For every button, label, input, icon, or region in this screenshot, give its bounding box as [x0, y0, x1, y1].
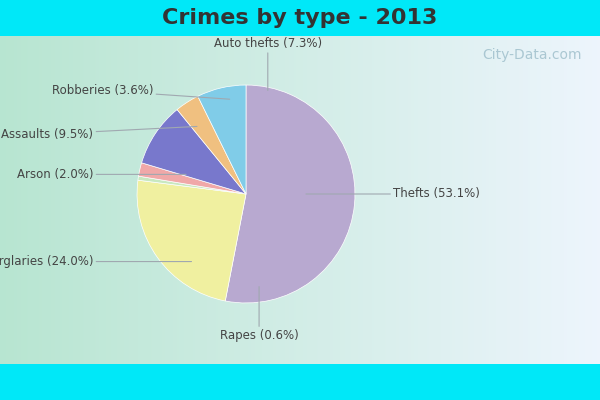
Wedge shape: [142, 110, 246, 194]
Wedge shape: [139, 163, 246, 194]
Wedge shape: [138, 176, 246, 194]
Text: Arson (2.0%): Arson (2.0%): [17, 168, 186, 181]
Wedge shape: [137, 180, 246, 301]
Text: Thefts (53.1%): Thefts (53.1%): [306, 188, 480, 200]
Text: Crimes by type - 2013: Crimes by type - 2013: [163, 8, 437, 28]
Wedge shape: [177, 96, 246, 194]
Text: City-Data.com: City-Data.com: [482, 48, 582, 62]
Text: Robberies (3.6%): Robberies (3.6%): [52, 84, 230, 99]
Text: Burglaries (24.0%): Burglaries (24.0%): [0, 255, 191, 268]
Text: Auto thefts (7.3%): Auto thefts (7.3%): [214, 37, 322, 90]
Wedge shape: [198, 85, 246, 194]
Text: Rapes (0.6%): Rapes (0.6%): [220, 287, 298, 342]
Text: Assaults (9.5%): Assaults (9.5%): [1, 126, 197, 140]
Wedge shape: [225, 85, 355, 303]
